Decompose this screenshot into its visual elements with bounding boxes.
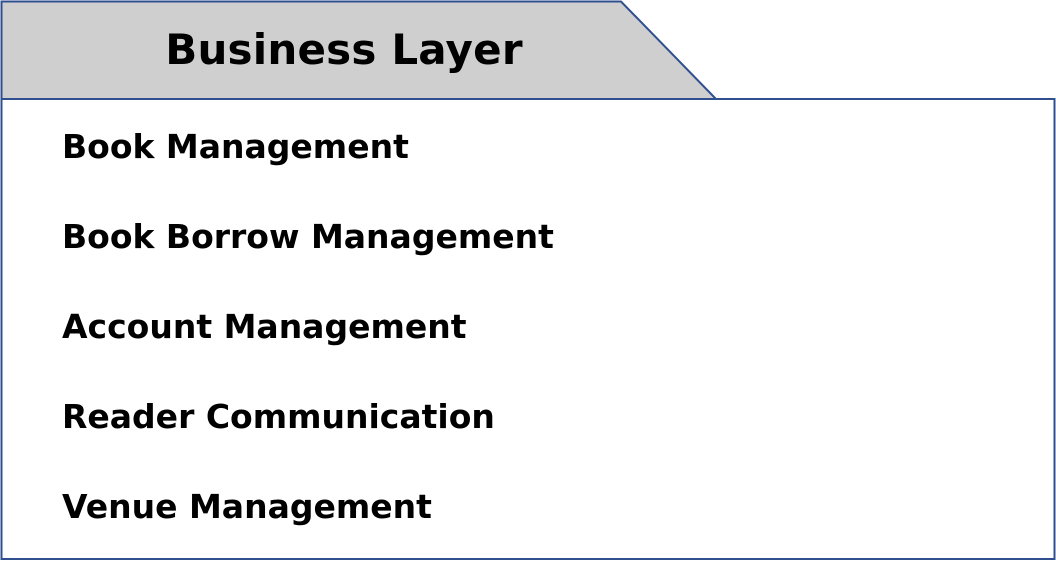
package-item-venue-management: Venue Management — [62, 487, 432, 526]
package-item-book-management: Book Management — [62, 127, 409, 166]
package-item-list: Book Management Book Borrow Management A… — [62, 102, 1022, 552]
package-body — [0, 98, 1056, 560]
package-item-reader-communication: Reader Communication — [62, 397, 495, 436]
package-item-account-management: Account Management — [62, 307, 467, 346]
package-item-book-borrow-management: Book Borrow Management — [62, 217, 554, 256]
package-tab — [0, 0, 719, 100]
package-title: Business Layer — [165, 24, 523, 74]
